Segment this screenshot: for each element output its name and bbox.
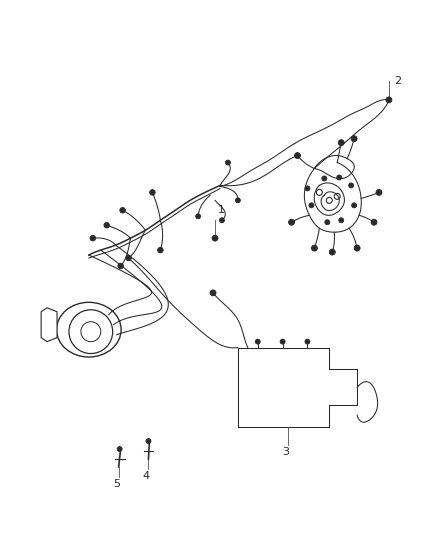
Circle shape — [311, 245, 318, 251]
Circle shape — [352, 203, 357, 208]
Circle shape — [386, 97, 392, 103]
Circle shape — [294, 152, 300, 158]
Circle shape — [329, 249, 335, 255]
Circle shape — [349, 183, 353, 188]
Circle shape — [90, 236, 95, 241]
Circle shape — [81, 322, 101, 342]
Circle shape — [196, 214, 201, 219]
Polygon shape — [41, 308, 57, 342]
Text: 3: 3 — [282, 447, 289, 457]
Circle shape — [146, 439, 151, 443]
Ellipse shape — [57, 302, 121, 357]
Text: 4: 4 — [143, 471, 150, 481]
Circle shape — [316, 189, 322, 196]
Circle shape — [376, 189, 382, 196]
Circle shape — [371, 219, 377, 225]
Text: 2: 2 — [394, 76, 401, 86]
Circle shape — [118, 263, 124, 269]
Circle shape — [305, 186, 310, 191]
Circle shape — [351, 136, 357, 142]
Circle shape — [338, 140, 344, 146]
Circle shape — [337, 175, 342, 180]
Circle shape — [210, 290, 216, 296]
Circle shape — [117, 447, 122, 451]
Text: 1: 1 — [218, 205, 225, 215]
Circle shape — [104, 222, 110, 228]
Text: 5: 5 — [113, 479, 120, 489]
Circle shape — [212, 235, 218, 241]
Circle shape — [219, 218, 224, 223]
Circle shape — [334, 193, 340, 199]
Circle shape — [326, 197, 332, 203]
Circle shape — [69, 310, 113, 353]
Circle shape — [226, 160, 230, 165]
Circle shape — [354, 245, 360, 251]
Circle shape — [150, 190, 155, 195]
Circle shape — [255, 339, 260, 344]
Circle shape — [158, 247, 163, 253]
Circle shape — [126, 255, 131, 261]
Circle shape — [325, 220, 330, 225]
Circle shape — [280, 339, 285, 344]
Circle shape — [289, 219, 294, 225]
Circle shape — [322, 176, 327, 181]
Circle shape — [235, 198, 240, 203]
Circle shape — [305, 339, 310, 344]
Circle shape — [339, 218, 344, 223]
Circle shape — [120, 207, 125, 213]
Circle shape — [309, 203, 314, 208]
